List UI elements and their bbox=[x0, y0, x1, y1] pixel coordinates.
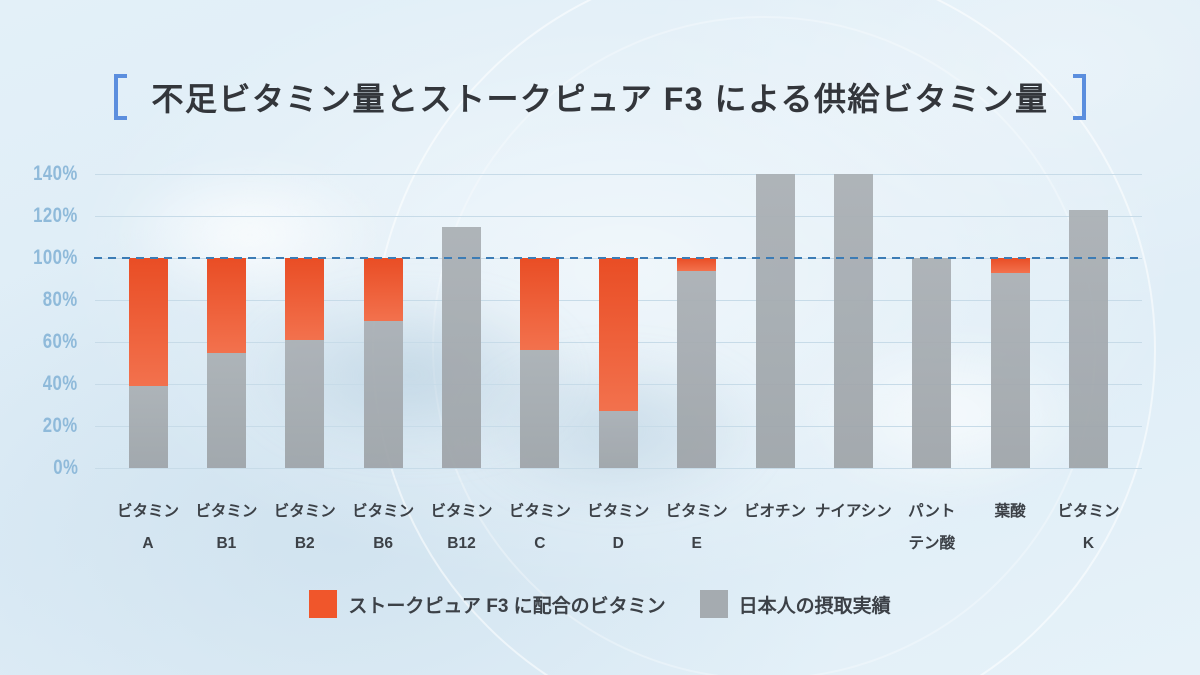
bar-ビタミンB6 bbox=[363, 258, 403, 468]
bar-segment-intake-ビタミンA bbox=[128, 386, 168, 468]
bar-葉酸 bbox=[990, 258, 1030, 468]
x-axis-label-ビタミンB1: ビタミン B1 bbox=[195, 503, 258, 552]
x-axis-label-ビタミンE: ビタミン E bbox=[665, 503, 728, 552]
bar-segment-intake-パントテン酸 bbox=[912, 258, 952, 468]
x-axis: ビタミン A ビタミン B1 ビタミン B2 ビタミン B6 ビタミン B12 ビタミン C ビタミン D… bbox=[95, 496, 1142, 566]
bar-segment-intake-ビタミンB1 bbox=[206, 352, 246, 468]
bar-segment-supplement-ビタミンB6 bbox=[363, 258, 403, 321]
bar-パントテン酸 bbox=[912, 258, 952, 468]
y-tick-label-140%: 140% bbox=[33, 162, 78, 185]
bar-segment-intake-ナイアシン bbox=[833, 174, 873, 468]
bar-segment-supplement-ビタミンB1 bbox=[206, 258, 246, 353]
chart-title-row: 不足ビタミン量とストークピュア F3 による供給ビタミン量 bbox=[0, 71, 1200, 123]
bar-ビタミンK bbox=[1069, 209, 1108, 468]
bar-ビタミンB12 bbox=[442, 226, 481, 468]
bar-ビタミンB2 bbox=[285, 258, 325, 468]
bar-segment-intake-ビオチン bbox=[755, 174, 795, 468]
legend-swatch-orange bbox=[309, 590, 338, 618]
bar-segment-intake-ビタミンD bbox=[598, 411, 638, 468]
gridline-140% bbox=[95, 174, 1142, 175]
x-axis-label-ビタミンB6: ビタミン B6 bbox=[352, 503, 415, 552]
x-axis-label-ビオチン: ビオチン bbox=[743, 503, 806, 520]
bar-ビタミンB1 bbox=[206, 258, 246, 468]
legend-label-intake: 日本人の摂取実績 bbox=[738, 595, 891, 617]
x-axis-label-ビタミンC: ビタミン C bbox=[508, 503, 571, 552]
chart-title: 不足ビタミン量とストークピュア F3 による供給ビタミン量 bbox=[151, 81, 1049, 117]
bar-segment-supplement-ビタミンB2 bbox=[285, 258, 325, 340]
bar-ビタミンD bbox=[598, 258, 638, 468]
bar-segment-intake-葉酸 bbox=[990, 272, 1030, 468]
bar-segment-supplement-ビタミンE bbox=[677, 258, 717, 271]
bar-segment-intake-ビタミンB12 bbox=[442, 226, 481, 468]
x-axis-label-葉酸: 葉酸 bbox=[994, 503, 1026, 520]
y-axis: 0% 20% 40% 60% 80% 100% 120% 140% bbox=[0, 162, 86, 479]
x-axis-label-パントテン酸: パント テン酸 bbox=[908, 503, 956, 552]
bar-segment-intake-ビタミンB6 bbox=[363, 321, 403, 468]
plot-area bbox=[94, 174, 1143, 469]
x-axis-label-ナイアシン: ナイアシン bbox=[814, 503, 892, 520]
x-axis-label-ビタミンB12: ビタミン B12 bbox=[430, 503, 493, 552]
bar-ビタミンE bbox=[677, 258, 717, 468]
y-tick-label-20%: 20% bbox=[43, 414, 78, 437]
reference-line-100pct bbox=[94, 257, 1143, 259]
legend: ストークピュア F3 に配合のビタミン 日本人の摂取実績 bbox=[0, 590, 1200, 618]
bar-segment-supplement-ビタミンD bbox=[598, 258, 638, 412]
y-tick-label-120%: 120% bbox=[33, 204, 78, 227]
y-tick-label-100%: 100% bbox=[33, 246, 78, 269]
y-tick-label-0%: 0% bbox=[52, 456, 78, 479]
bar-segment-supplement-ビタミンA bbox=[128, 258, 168, 387]
bar-ビオチン bbox=[755, 174, 795, 468]
x-axis-label-ビタミンD: ビタミン D bbox=[587, 503, 650, 552]
bar-segment-intake-ビタミンE bbox=[677, 270, 717, 468]
bar-segment-intake-ビタミンB2 bbox=[285, 339, 325, 468]
bar-ビタミンC bbox=[520, 258, 560, 468]
y-tick-label-40%: 40% bbox=[43, 372, 78, 395]
legend-label-supplement: ストークピュア F3 に配合のビタミン bbox=[348, 595, 666, 617]
gridline-0% bbox=[95, 468, 1142, 469]
bar-segment-supplement-ビタミンC bbox=[520, 258, 560, 351]
y-tick-label-60%: 60% bbox=[43, 330, 78, 353]
legend-swatch-gray bbox=[699, 590, 728, 618]
gridline-120% bbox=[95, 216, 1142, 217]
x-axis-label-ビタミンK: ビタミン K bbox=[1057, 503, 1120, 552]
bar-segment-intake-ビタミンK bbox=[1069, 209, 1108, 468]
x-axis-label-ビタミンB2: ビタミン B2 bbox=[273, 503, 336, 552]
x-axis-label-ビタミンA: ビタミン A bbox=[116, 503, 179, 552]
bar-segment-supplement-葉酸 bbox=[990, 258, 1030, 273]
y-tick-label-80%: 80% bbox=[43, 288, 78, 311]
bar-ナイアシン bbox=[833, 174, 873, 468]
bar-segment-intake-ビタミンC bbox=[520, 350, 560, 468]
title-bracket-right-icon bbox=[1072, 74, 1086, 120]
bar-ビタミンA bbox=[128, 258, 168, 468]
legend-item-supplement: ストークピュア F3 に配合のビタミン bbox=[309, 590, 666, 618]
legend-item-intake: 日本人の摂取実績 bbox=[699, 590, 891, 618]
title-bracket-left-icon bbox=[114, 74, 128, 120]
